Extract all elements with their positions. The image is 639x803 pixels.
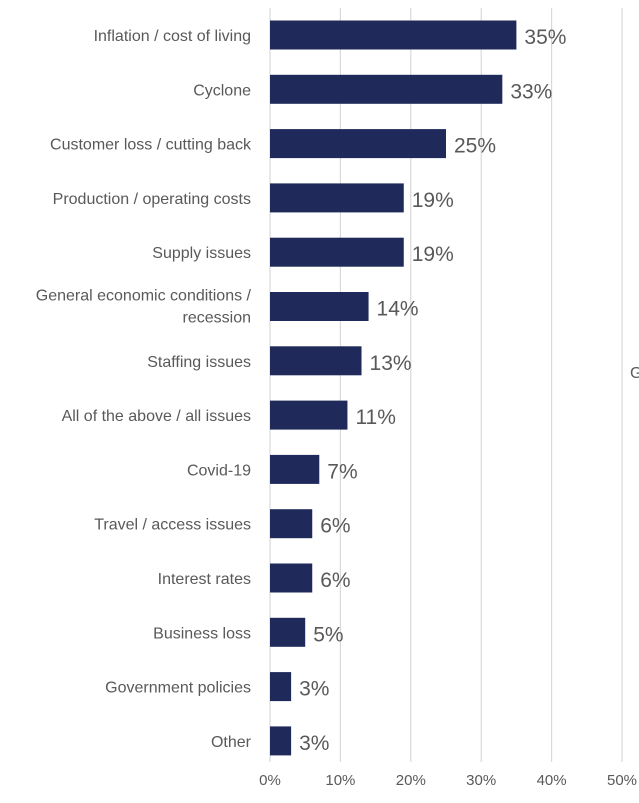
bar — [270, 563, 313, 593]
cut-off-edge-text: G — [630, 365, 639, 382]
value-label: 7% — [327, 460, 357, 483]
category-label: Government policies — [105, 680, 251, 697]
category-label: Customer loss / cutting back — [50, 137, 252, 154]
category-label: General economic conditions / recession — [36, 288, 252, 327]
value-label: 5% — [313, 623, 343, 646]
category-label: Travel / access issues — [94, 517, 251, 534]
bars — [270, 20, 517, 756]
bar — [270, 292, 369, 321]
x-tick-label: 50% — [607, 772, 637, 789]
bar — [270, 617, 306, 647]
gridlines — [269, 8, 623, 762]
value-label: 14% — [377, 298, 419, 321]
category-labels: Inflation / cost of living Cyclone Custome… — [36, 28, 252, 751]
bar — [270, 672, 292, 702]
category-label: Staffing issues — [147, 354, 251, 371]
x-tick-label: 20% — [396, 772, 426, 789]
bar — [270, 20, 517, 50]
value-label: 3% — [299, 678, 329, 701]
bar — [270, 509, 313, 539]
category-label: Cyclone — [193, 82, 251, 99]
category-label: Interest rates — [158, 571, 251, 588]
bar — [270, 74, 503, 104]
value-labels: 35% 33% 25% 19% 19% 14% 13% 11% 7% 6% 6% 5% 3% 3% — [299, 26, 566, 755]
category-label: Covid-19 — [187, 462, 251, 479]
bar — [270, 400, 348, 430]
bar — [270, 726, 292, 756]
bar — [270, 237, 404, 267]
x-tick-label: 0% — [259, 772, 281, 789]
category-label: Supply issues — [152, 245, 251, 262]
value-label: 33% — [510, 80, 552, 103]
value-label: 13% — [370, 352, 412, 375]
value-label: 6% — [320, 515, 350, 538]
category-label: All of the above / all issues — [62, 408, 251, 425]
value-label: 6% — [320, 569, 350, 592]
x-tick-label: 10% — [325, 772, 355, 789]
value-label: 35% — [524, 26, 566, 49]
value-label: 11% — [355, 406, 395, 429]
value-label: 19% — [412, 243, 454, 266]
bar — [270, 454, 320, 484]
x-tick-label: 30% — [466, 772, 496, 789]
category-label: Production / operating costs — [53, 191, 251, 208]
bar — [270, 129, 446, 159]
value-label: 3% — [299, 732, 329, 755]
x-tick-label: 40% — [537, 772, 567, 789]
bar — [270, 346, 362, 376]
category-label: Inflation / cost of living — [94, 28, 251, 45]
value-label: 19% — [412, 189, 454, 212]
bar — [270, 183, 404, 213]
value-label: 25% — [454, 135, 496, 158]
x-axis-ticks: 0% 10% 20% 30% 40% 50% — [259, 772, 637, 789]
category-label: Business loss — [153, 625, 251, 642]
category-label: Other — [211, 734, 252, 751]
